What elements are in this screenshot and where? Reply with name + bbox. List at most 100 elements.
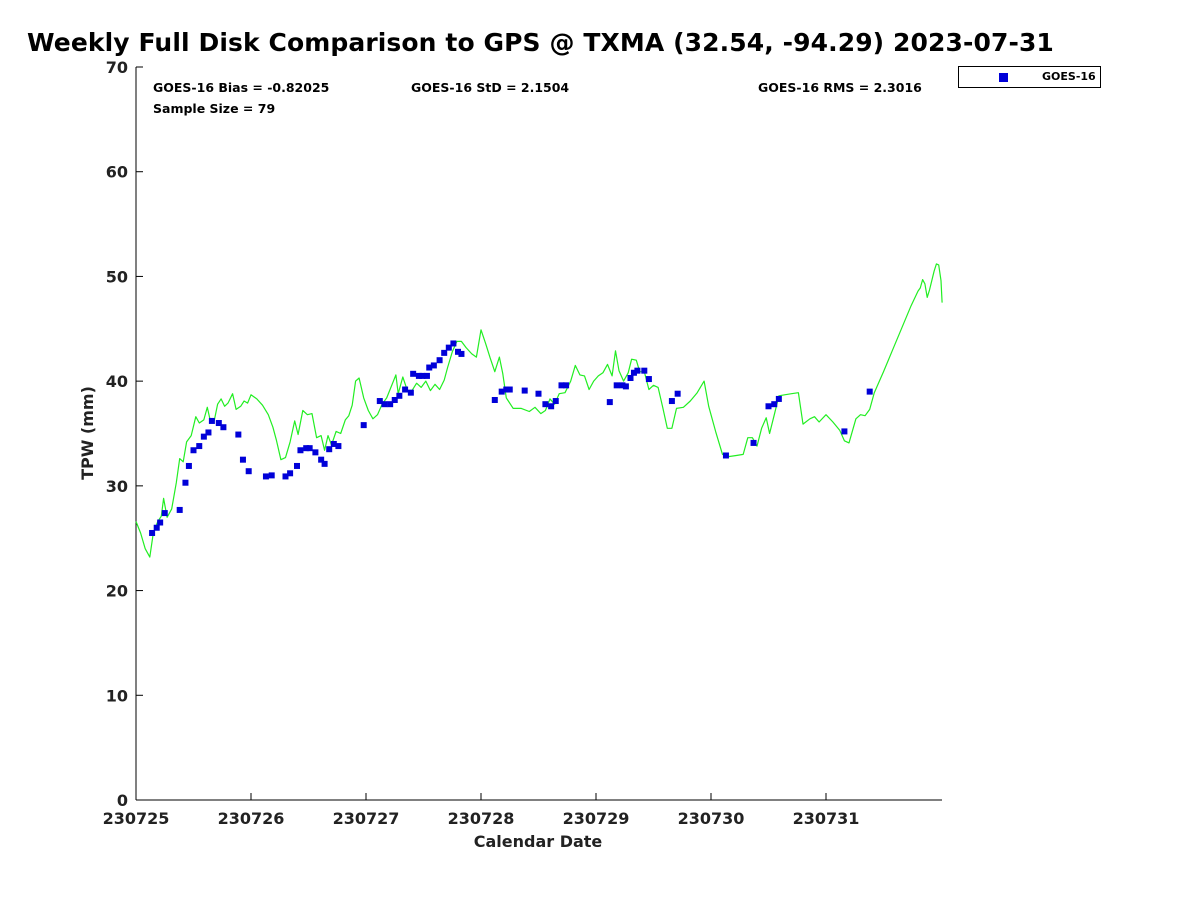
goes16-point [426,364,433,371]
goes16-point [552,398,559,405]
y-tick-label: 0 [117,791,128,810]
goes16-point [775,395,782,402]
goes16-point [491,396,498,403]
goes16-point [722,452,729,459]
goes16-point [674,390,681,397]
goes16-point [330,440,337,447]
goes16-point [458,350,465,357]
goes16-point [410,370,417,377]
y-ticks: 0 10 20 30 40 50 60 70 [106,58,143,810]
bias-stat: GOES-16 Bias = -0.82025 [153,80,330,95]
y-tick-label: 70 [106,58,128,77]
goes16-point [548,403,555,410]
goes16-point [415,372,422,379]
goes16-point [668,398,675,405]
goes16-point [630,369,637,376]
goes16-point [220,424,227,431]
goes16-point [634,367,641,374]
goes16-point [294,462,300,469]
x-tick-label: 230727 [333,809,400,828]
x-tick-label: 230730 [678,809,745,828]
goes16-point [190,447,197,454]
goes16-point [396,392,403,399]
x-tick-label: 230725 [103,809,170,828]
goes16-point [287,470,294,477]
y-tick-label: 10 [106,686,128,705]
goes16-point [402,386,409,393]
y-tick-label: 60 [106,163,128,182]
goes16-point [613,382,620,389]
goes16-point [619,382,626,389]
y-tick-label: 30 [106,477,128,496]
goes16-point [521,387,528,394]
goes16-point [161,510,168,517]
goes16-point [182,479,189,486]
goes16-point [606,399,613,406]
goes16-point [441,349,448,356]
x-tick-label: 230731 [793,809,860,828]
goes16-point [360,422,367,429]
goes16-point [622,383,629,390]
goes16-point [318,456,325,463]
y-tick-label: 40 [106,372,128,391]
x-tick-label: 230726 [218,809,285,828]
goes16-point [335,443,342,450]
y-axis-label: TPW (mm) [78,386,97,480]
goes16-point [645,376,652,383]
goes16-point [149,529,156,536]
goes16-point [765,403,772,410]
goes16-point [326,446,333,453]
goes16-point [387,401,394,408]
goes16-point [282,473,289,480]
goes16-series [149,340,873,536]
goes16-point [235,431,242,438]
goes16-point [312,449,319,456]
goes16-point [627,375,634,382]
goes16-point [436,357,443,364]
goes16-point [262,473,269,480]
x-axis-label: Calendar Date [474,832,603,851]
goes16-point [506,386,513,393]
goes16-point [391,396,398,403]
goes16-point [176,506,183,513]
goes16-point [407,389,414,396]
goes16-point [185,462,192,469]
goes16-point [641,367,648,374]
legend: GOES-16 [958,66,1101,88]
goes16-point [866,388,873,395]
legend-marker-goes16 [999,73,1008,82]
goes16-point [321,460,328,467]
gps-line [135,263,943,558]
y-tick-label: 20 [106,582,128,601]
goes16-point [455,348,461,355]
goes16-point [157,519,164,526]
goes16-point [153,524,160,531]
goes16-point [268,472,275,479]
x-tick-label: 230728 [448,809,515,828]
goes16-point [196,443,203,450]
goes16-point [498,388,505,395]
std-stat: GOES-16 StD = 2.1504 [411,80,570,95]
goes16-point [208,417,215,424]
rms-stat: GOES-16 RMS = 2.3016 [758,80,922,95]
goes16-point [750,439,757,446]
goes16-point [535,390,542,397]
goes16-point [563,382,570,389]
legend-label-goes16: GOES-16 [1042,70,1096,83]
gps-series [135,263,943,558]
goes16-point [215,420,222,427]
x-tick-label: 230729 [563,809,630,828]
goes16-point [297,447,304,454]
goes16-point [430,362,437,369]
goes16-point [205,429,212,436]
goes16-point [558,382,565,389]
goes16-point [376,398,383,405]
goes16-point [419,372,426,379]
goes16-point [306,445,313,452]
goes16-point [450,340,457,347]
goes16-point [503,386,510,393]
goes16-point [245,468,252,475]
goes16-point [303,445,310,452]
sample-size-stat: Sample Size = 79 [153,101,276,116]
